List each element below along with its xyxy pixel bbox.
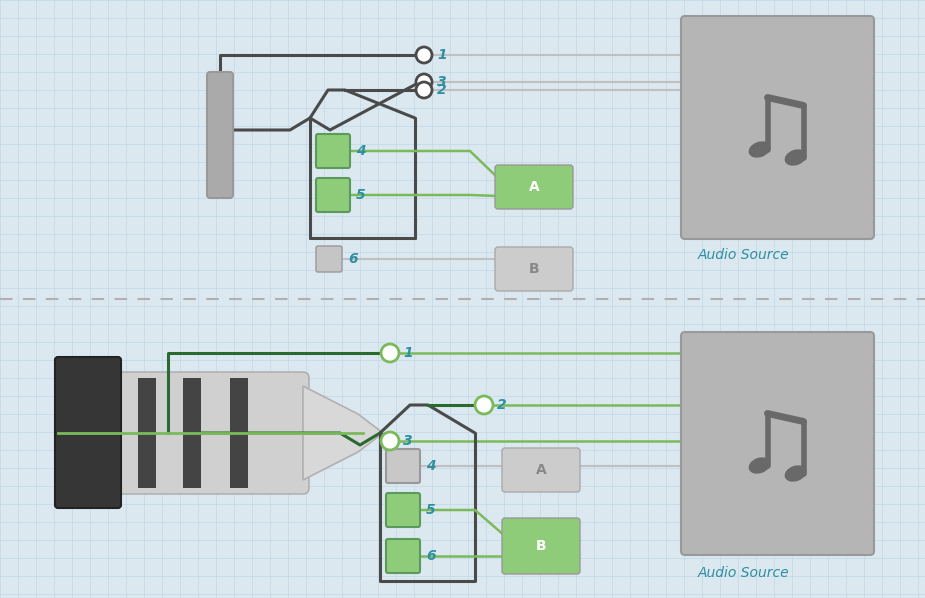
Text: A: A bbox=[528, 180, 539, 194]
Text: 5: 5 bbox=[426, 503, 436, 517]
Text: A: A bbox=[536, 463, 547, 477]
FancyBboxPatch shape bbox=[112, 372, 309, 494]
Circle shape bbox=[381, 344, 399, 362]
FancyBboxPatch shape bbox=[502, 518, 580, 574]
Text: Audio Source: Audio Source bbox=[698, 566, 790, 580]
FancyBboxPatch shape bbox=[316, 178, 350, 212]
Circle shape bbox=[475, 396, 493, 414]
FancyBboxPatch shape bbox=[386, 493, 420, 527]
Text: 3: 3 bbox=[403, 434, 413, 448]
Text: Audio Source: Audio Source bbox=[698, 248, 790, 262]
FancyBboxPatch shape bbox=[55, 357, 121, 508]
FancyBboxPatch shape bbox=[138, 378, 156, 488]
Ellipse shape bbox=[784, 150, 807, 166]
FancyBboxPatch shape bbox=[495, 247, 573, 291]
FancyBboxPatch shape bbox=[681, 16, 874, 239]
FancyBboxPatch shape bbox=[495, 165, 573, 209]
Text: 2: 2 bbox=[497, 398, 507, 412]
Text: 4: 4 bbox=[426, 459, 436, 473]
Text: 6: 6 bbox=[426, 549, 436, 563]
Text: B: B bbox=[536, 539, 547, 553]
FancyBboxPatch shape bbox=[386, 449, 420, 483]
Ellipse shape bbox=[748, 457, 771, 474]
FancyBboxPatch shape bbox=[386, 539, 420, 573]
Circle shape bbox=[416, 47, 432, 63]
FancyBboxPatch shape bbox=[230, 378, 248, 488]
FancyBboxPatch shape bbox=[681, 332, 874, 555]
Circle shape bbox=[416, 82, 432, 98]
Circle shape bbox=[381, 432, 399, 450]
FancyBboxPatch shape bbox=[316, 134, 350, 168]
FancyBboxPatch shape bbox=[316, 246, 342, 272]
Text: 1: 1 bbox=[403, 346, 413, 360]
Text: 3: 3 bbox=[437, 75, 447, 89]
Ellipse shape bbox=[784, 465, 807, 481]
Polygon shape bbox=[303, 386, 383, 480]
Text: B: B bbox=[529, 262, 539, 276]
Text: 2: 2 bbox=[437, 83, 447, 97]
FancyBboxPatch shape bbox=[207, 72, 233, 198]
Text: 1: 1 bbox=[437, 48, 447, 62]
Text: 4: 4 bbox=[356, 144, 365, 158]
Ellipse shape bbox=[748, 141, 771, 158]
FancyBboxPatch shape bbox=[502, 448, 580, 492]
FancyBboxPatch shape bbox=[183, 378, 201, 488]
Circle shape bbox=[416, 74, 432, 90]
Text: 5: 5 bbox=[356, 188, 365, 202]
Text: 6: 6 bbox=[348, 252, 358, 266]
